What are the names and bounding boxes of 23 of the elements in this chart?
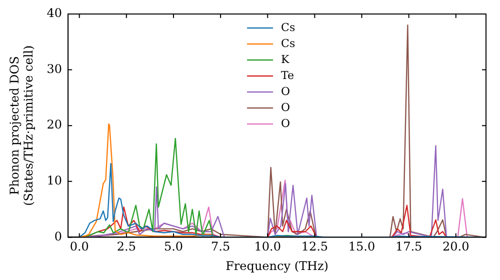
x-tick-label: 10.0 xyxy=(254,240,281,254)
legend-label: K xyxy=(281,52,290,66)
x-axis-title: Frequency (THz) xyxy=(226,258,328,273)
x-tick-label: 7.5 xyxy=(211,240,230,254)
x-tick-label: 12.5 xyxy=(301,240,328,254)
legend-label: Cs xyxy=(281,36,296,50)
x-tick-label: 2.5 xyxy=(116,240,136,254)
y-tick-label: 0 xyxy=(54,229,62,244)
y-tick-label: 10 xyxy=(46,174,62,188)
legend-label: O xyxy=(281,116,290,130)
x-tick-label: 20.0 xyxy=(442,240,470,254)
y-tick-label: 40 xyxy=(46,6,62,20)
legend-label: Cs xyxy=(281,20,296,34)
x-tick-label: 15.0 xyxy=(348,240,376,254)
y-axis-title: Phonon projected DOS (States/THz·primitive cell) xyxy=(7,45,36,206)
legend-label: O xyxy=(281,84,290,98)
legend-label: Te xyxy=(281,68,294,82)
legend-label: O xyxy=(281,100,290,114)
x-tick-label: 17.5 xyxy=(395,240,422,254)
y-tick-label: 20 xyxy=(46,118,62,132)
y-tick-label: 30 xyxy=(46,62,62,76)
x-tick-label: 0.0 xyxy=(70,240,89,254)
x-tick-label: 5.0 xyxy=(164,240,184,254)
